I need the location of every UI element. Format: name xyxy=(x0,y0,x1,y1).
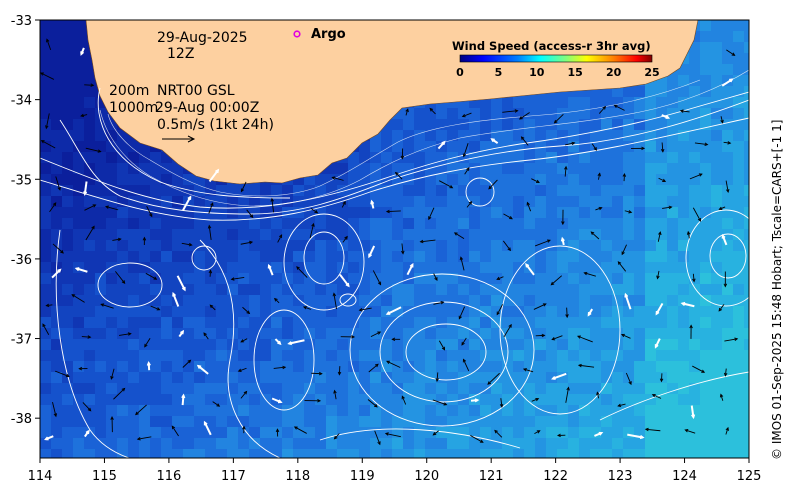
y-axis: -33 -34 -35 -36 -37 -38 xyxy=(11,14,40,427)
x-tick-label: 122 xyxy=(543,469,568,484)
colorbar-tick-label: 0 xyxy=(456,66,464,79)
x-tick-label: 114 xyxy=(28,469,53,484)
legend-title: Wind Speed (access-r 3hr avg) xyxy=(452,39,651,53)
product-label: NRT00 GSL xyxy=(157,83,235,99)
depth-label-1000: 1000m xyxy=(109,100,158,116)
x-tick-label: 124 xyxy=(672,469,697,484)
x-tick-label: 118 xyxy=(285,469,310,484)
argo-float-icon xyxy=(293,30,301,38)
y-tick-label: -38 xyxy=(11,412,32,427)
bathymetry-contours xyxy=(99,69,749,207)
y-tick-label: -35 xyxy=(11,173,32,188)
colorbar-tick-label: 5 xyxy=(495,66,503,79)
scale-arrow xyxy=(162,135,196,143)
hour-label: 12Z xyxy=(167,46,194,62)
y-tick-label: -34 xyxy=(11,94,32,109)
x-tick-label: 120 xyxy=(414,469,439,484)
x-tick-label: 125 xyxy=(737,469,762,484)
colorbar-legend: Wind Speed (access-r 3hr avg) 0 5 10 15 20 25 xyxy=(452,39,660,79)
credit-text: © IMOS 01-Sep-2025 15:48 Hobart; Tscale=… xyxy=(770,120,784,460)
timestamp-label: 29-Aug 00:00Z xyxy=(155,100,259,116)
x-tick-label: 116 xyxy=(156,469,181,484)
date-label: 29-Aug-2025 xyxy=(157,30,248,46)
x-tick-label: 119 xyxy=(350,469,375,484)
x-tick-label: 115 xyxy=(92,469,117,484)
y-tick-label: -36 xyxy=(11,253,32,268)
colorbar-tick-label: 20 xyxy=(606,66,622,79)
argo-marker: Argo xyxy=(293,27,346,42)
x-axis: 114 115 116 117 118 119 120 121 122 123 124 125 xyxy=(28,458,762,484)
plot-frame xyxy=(39,19,750,459)
colorbar-tick-label: 25 xyxy=(644,66,659,79)
x-tick-label: 123 xyxy=(608,469,633,484)
depth-label-200: 200m xyxy=(109,83,149,99)
sea-level-contours xyxy=(40,87,749,458)
scale-label: 0.5m/s (1kt 24h) xyxy=(157,117,274,133)
argo-label: Argo xyxy=(311,27,346,42)
x-tick-label: 117 xyxy=(221,469,246,484)
y-tick-label: -37 xyxy=(11,333,32,348)
colorbar-tick-label: 10 xyxy=(529,66,545,79)
x-tick-label: 121 xyxy=(479,469,504,484)
colorbar xyxy=(459,54,653,63)
current-vectors xyxy=(40,38,739,446)
annotation-block: 29-Aug-2025 12Z 200m NRT00 GSL 1000m 29-… xyxy=(109,30,274,143)
colorbar-tick-label: 15 xyxy=(568,66,583,79)
colorbar-ticks: 0 5 10 15 20 25 xyxy=(456,66,659,79)
y-tick-label: -33 xyxy=(11,14,32,29)
